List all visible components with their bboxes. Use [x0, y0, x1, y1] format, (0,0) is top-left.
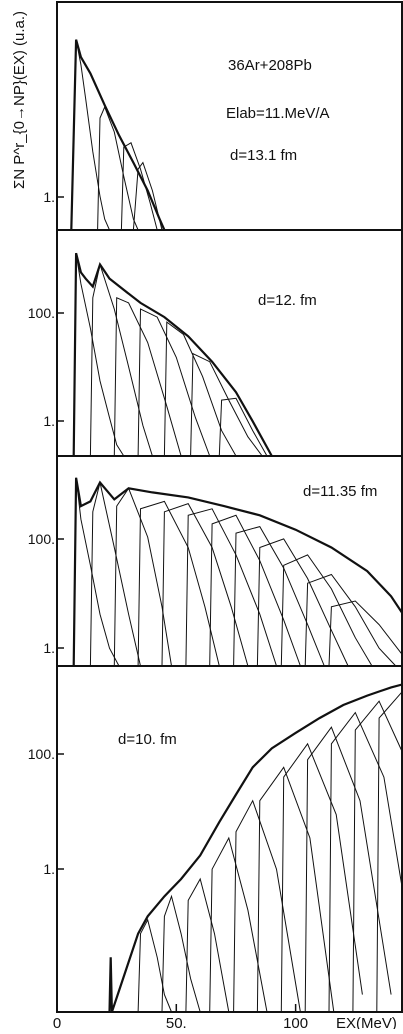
panel-1-ytick-label-1: 1.	[43, 189, 55, 205]
xtick-label-1: 0	[53, 1015, 61, 1029]
panel-4-component-2	[162, 896, 200, 1012]
y-axis-label: ΣN P^r_{0→NP}(EX) (u.a.)	[11, 11, 28, 189]
panel-1-component-3	[121, 143, 157, 230]
panel-2-component-6	[191, 354, 263, 456]
xtick-label-3: 100	[283, 1015, 308, 1029]
panel-4-annotation-1: d=10. fm	[118, 731, 177, 748]
panel-4-component-1	[138, 920, 171, 1012]
panel-4-component-5	[234, 801, 301, 1012]
panel-3-component-9	[257, 539, 348, 666]
panel-3-envelope	[74, 478, 403, 666]
panel-4-ytick-label-1: 100.	[28, 746, 55, 762]
panel-1-annotation-2: Elab=11.MeV/A	[226, 105, 330, 122]
panel-3-ytick-label-1: 100.	[28, 531, 55, 547]
panel-3-component-7	[210, 515, 301, 666]
panel-2-component-4	[138, 309, 210, 456]
panel-1-envelope	[71, 40, 164, 230]
panel-1-annotation-1: 36Ar+208Pb	[228, 57, 312, 74]
panel-4-component-9	[329, 713, 403, 1012]
panel-4-ytick-label-2: 1.	[43, 861, 55, 877]
panel-4-component-3	[186, 879, 229, 1012]
panel-1-component-1	[71, 40, 109, 230]
panel-4-component-6	[257, 767, 333, 1012]
panel-3-ytick-label-2: 1.	[43, 640, 55, 656]
panel-3-component-8	[234, 527, 325, 666]
panel-3-component-4	[138, 501, 219, 666]
panel-4-component-11	[377, 691, 403, 1012]
panel-3-annotation-1: d=11.35 fm	[303, 483, 377, 500]
panel-3-component-10	[281, 555, 372, 666]
panel-2-annotation-1: d=12. fm	[258, 292, 317, 309]
panel-1-component-2	[98, 107, 139, 230]
panel-2-frame	[57, 230, 402, 456]
panel-2-ytick-label-1: 100.	[28, 305, 55, 321]
panel-2-ytick-label-2: 1.	[43, 413, 55, 429]
xtick-label-2: 50.	[166, 1015, 187, 1029]
x-axis-label: EX(MeV)	[336, 1015, 397, 1029]
panel-2-component-2	[90, 265, 152, 457]
panel-1-annotation-3: d=13.1 fm	[230, 147, 297, 164]
